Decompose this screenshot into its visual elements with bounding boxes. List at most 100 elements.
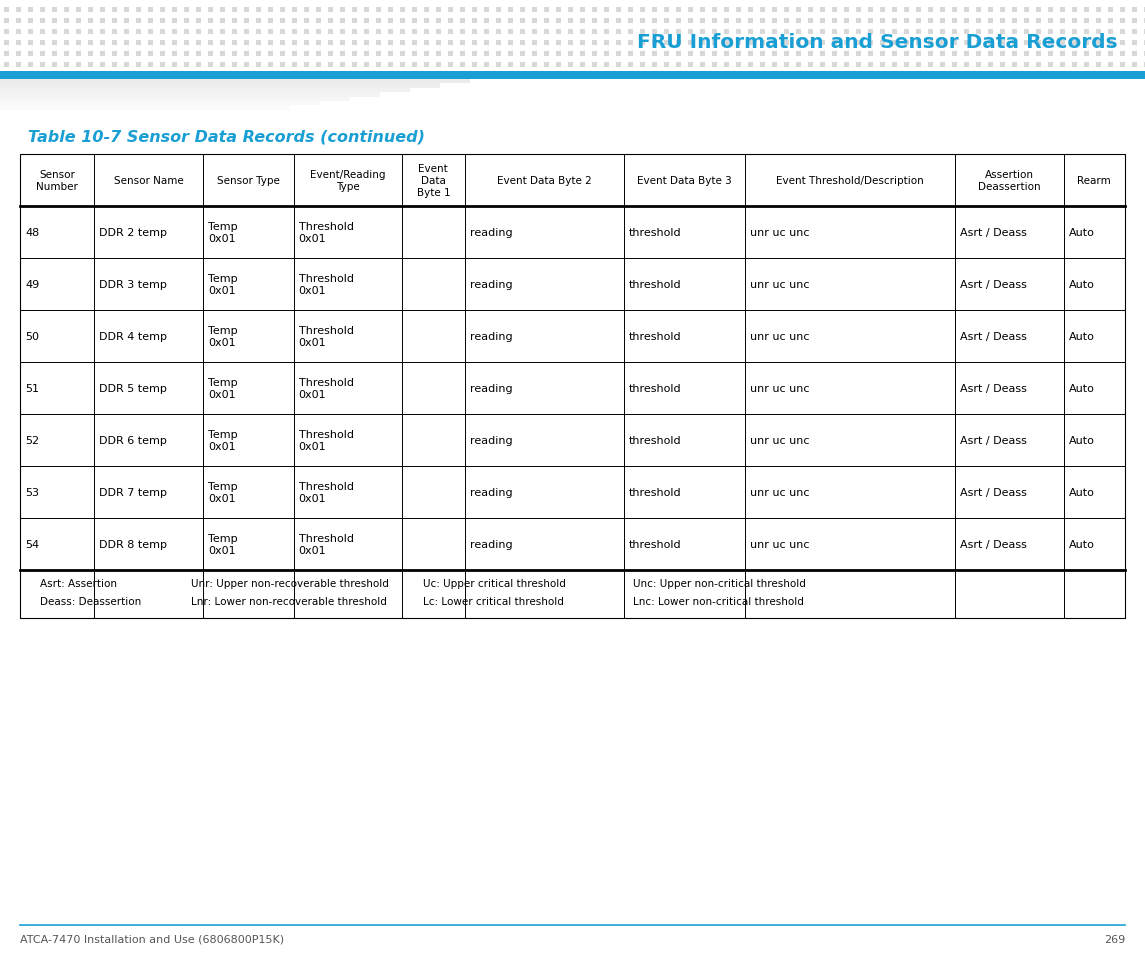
Bar <box>988 8 993 13</box>
Bar <box>172 41 177 46</box>
Text: Temp
0x01: Temp 0x01 <box>207 377 237 399</box>
Bar <box>844 19 848 24</box>
Bar <box>556 19 561 24</box>
Bar <box>340 30 345 35</box>
Bar <box>436 19 441 24</box>
Bar <box>592 41 597 46</box>
Bar <box>1048 63 1053 68</box>
Bar <box>508 41 513 46</box>
Bar <box>820 41 826 46</box>
Text: DDR 8 temp: DDR 8 temp <box>100 539 167 550</box>
Text: Event Threshold/Description: Event Threshold/Description <box>776 175 924 186</box>
Bar <box>424 8 429 13</box>
Bar <box>508 30 513 35</box>
Bar <box>664 41 669 46</box>
Text: Auto: Auto <box>1068 539 1095 550</box>
Bar <box>484 19 489 24</box>
Bar <box>1084 52 1089 57</box>
Bar <box>964 63 969 68</box>
Bar <box>208 41 213 46</box>
Bar <box>184 19 189 24</box>
Bar <box>676 63 681 68</box>
Bar <box>281 8 285 13</box>
Bar <box>881 63 885 68</box>
Bar <box>352 30 357 35</box>
Bar <box>232 8 237 13</box>
Bar <box>256 8 261 13</box>
Bar <box>808 41 813 46</box>
Bar <box>460 52 465 57</box>
Bar <box>0 75 500 80</box>
Bar <box>592 30 597 35</box>
Bar <box>352 52 357 57</box>
Bar <box>724 52 729 57</box>
Bar <box>184 41 189 46</box>
Bar <box>736 8 741 13</box>
Bar <box>640 41 645 46</box>
Bar <box>940 41 945 46</box>
Text: Threshold
0x01: Threshold 0x01 <box>299 534 354 556</box>
Bar <box>364 8 369 13</box>
Bar <box>927 19 933 24</box>
Text: Rearm: Rearm <box>1077 175 1111 186</box>
Bar <box>808 8 813 13</box>
Bar <box>340 8 345 13</box>
Bar <box>616 19 621 24</box>
Bar <box>736 41 741 46</box>
Bar <box>627 52 633 57</box>
Bar <box>760 19 765 24</box>
Bar <box>832 30 837 35</box>
Bar <box>772 8 777 13</box>
Bar <box>112 30 117 35</box>
Bar <box>1108 8 1113 13</box>
Text: DDR 7 temp: DDR 7 temp <box>100 488 167 497</box>
Bar <box>220 63 226 68</box>
Text: Auto: Auto <box>1068 488 1095 497</box>
Bar <box>52 30 57 35</box>
Bar <box>436 8 441 13</box>
Bar <box>616 41 621 46</box>
Text: DDR 5 temp: DDR 5 temp <box>100 384 167 394</box>
Text: threshold: threshold <box>629 436 681 446</box>
Bar <box>676 19 681 24</box>
Bar <box>508 52 513 57</box>
Bar <box>616 8 621 13</box>
Text: unr uc unc: unr uc unc <box>750 539 810 550</box>
Bar <box>532 8 537 13</box>
Bar <box>364 63 369 68</box>
Bar <box>64 41 69 46</box>
Bar <box>376 52 381 57</box>
Bar <box>100 30 105 35</box>
Bar <box>316 63 321 68</box>
Bar <box>927 30 933 35</box>
Bar <box>605 8 609 13</box>
Bar <box>400 63 405 68</box>
Bar <box>352 8 357 13</box>
Text: Temp
0x01: Temp 0x01 <box>207 221 237 244</box>
Bar <box>532 52 537 57</box>
Bar <box>1072 41 1077 46</box>
Bar <box>448 52 453 57</box>
Bar <box>184 8 189 13</box>
Text: Deass: Deassertion: Deass: Deassertion <box>40 597 141 606</box>
Bar <box>892 52 897 57</box>
Bar <box>796 30 802 35</box>
Text: Asrt / Deass: Asrt / Deass <box>961 384 1027 394</box>
Bar <box>220 30 226 35</box>
Bar <box>916 8 921 13</box>
Bar <box>892 19 897 24</box>
Bar <box>581 30 585 35</box>
Bar <box>136 41 141 46</box>
Bar <box>40 19 45 24</box>
Bar <box>520 30 526 35</box>
Bar <box>184 52 189 57</box>
Bar <box>820 63 826 68</box>
Bar <box>0 84 440 89</box>
Bar <box>856 8 861 13</box>
Bar <box>640 8 645 13</box>
Bar <box>340 63 345 68</box>
Bar <box>412 41 417 46</box>
Bar <box>40 8 45 13</box>
Bar <box>52 19 57 24</box>
Bar <box>676 8 681 13</box>
